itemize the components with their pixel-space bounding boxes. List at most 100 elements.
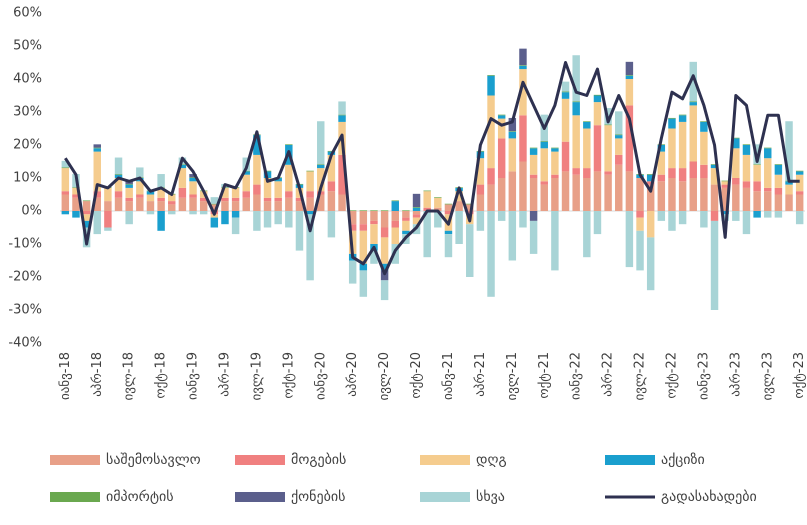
bar-segment — [423, 190, 431, 192]
bar-segment — [370, 211, 378, 221]
bar-segment — [253, 154, 261, 185]
bar-segment — [646, 211, 655, 238]
bar-segment — [721, 184, 729, 188]
bar-segment — [497, 138, 506, 178]
x-tick-label: აპრ-21 — [473, 352, 488, 397]
bar-segment — [508, 131, 517, 132]
legend-label: ქონების — [291, 489, 345, 505]
x-tick-label: ოქტ-23 — [792, 352, 807, 399]
bar-segment — [519, 115, 527, 162]
bar-segment — [774, 174, 783, 188]
bar-segment — [519, 161, 527, 211]
bar-segment — [742, 187, 751, 211]
bar-segment — [764, 211, 772, 218]
bar-segment — [519, 65, 527, 66]
bar-segment — [210, 203, 219, 205]
bar-segment — [551, 178, 559, 211]
bar-segment — [572, 115, 580, 169]
bar-segment — [82, 200, 91, 202]
bar-segment — [710, 184, 719, 211]
bar-segment — [774, 211, 783, 218]
bar-segment — [615, 154, 623, 165]
bar-segment — [636, 178, 644, 211]
bar-segment — [104, 201, 112, 211]
bar-segment — [72, 194, 80, 198]
bar-segment — [795, 170, 804, 172]
bar-segment — [529, 220, 538, 254]
bar-segment — [529, 178, 538, 211]
bar-segment — [274, 211, 282, 225]
bar-segment — [753, 181, 761, 192]
bar-segment — [178, 187, 187, 198]
bar-segment — [380, 237, 389, 264]
bar-segment — [93, 211, 101, 235]
bar-segment — [646, 174, 655, 175]
x-tick-label: ივლ-20 — [377, 352, 392, 400]
bar-segment — [93, 148, 101, 152]
bar-segment — [221, 201, 229, 211]
bar-segment — [795, 171, 804, 175]
bar-segment — [327, 211, 336, 238]
bar-segment — [764, 148, 772, 159]
bar-segment — [338, 114, 346, 116]
bar-segment — [274, 201, 282, 211]
bar-segment — [551, 151, 559, 175]
bar-segment — [434, 197, 442, 198]
bar-segment — [423, 191, 431, 208]
bar-segment — [636, 230, 644, 271]
bar-segment — [199, 201, 208, 211]
bar-segment — [412, 211, 421, 215]
x-tick-label: ოქტ-21 — [537, 352, 552, 399]
bar-segment — [721, 181, 729, 185]
bar-segment — [668, 117, 676, 119]
bar-segment — [72, 211, 80, 218]
bar-segment — [253, 184, 261, 195]
legend-swatch — [235, 492, 285, 502]
bar-segment — [646, 237, 655, 291]
bar-segment — [572, 102, 580, 116]
y-tick-label: 10% — [13, 171, 42, 186]
x-tick-label: აპრ-19 — [217, 352, 232, 397]
bar-segment — [72, 197, 80, 211]
bar-segment — [93, 197, 101, 211]
bar-segment — [583, 128, 591, 169]
bar-segment — [678, 115, 687, 122]
bar-segment — [689, 101, 697, 103]
legend-label: გადასახადები — [661, 489, 757, 505]
bar-segment — [529, 147, 538, 149]
bar-segment — [61, 191, 70, 195]
bar-segment — [114, 157, 123, 175]
bar-segment — [93, 147, 101, 149]
x-tick-label: ივლ-18 — [122, 352, 137, 400]
bar-segment — [668, 118, 676, 129]
bar-segment — [625, 211, 634, 268]
bar-segment — [678, 114, 687, 116]
bar-segment — [476, 184, 485, 195]
bar-segment — [189, 194, 197, 198]
bar-segment — [593, 102, 602, 126]
bar-segment — [402, 230, 410, 235]
legend-label: მოგების — [291, 452, 346, 468]
bar-segment — [306, 191, 314, 198]
bar-segment — [742, 144, 751, 145]
x-tick-label: იანვ-20 — [313, 352, 328, 400]
bar-segment — [157, 174, 165, 188]
bar-segment — [508, 171, 517, 211]
bar-segment — [125, 183, 133, 185]
bar-segment — [764, 158, 772, 188]
bar-segment — [263, 178, 272, 198]
bar-segment — [774, 164, 783, 175]
bar-segment — [615, 111, 623, 135]
bar-segment — [189, 178, 197, 182]
bar-segment — [732, 184, 740, 211]
bar-segment — [295, 211, 304, 251]
bar-segment — [178, 164, 187, 165]
bar-segment — [348, 211, 357, 225]
bar-segment — [370, 250, 378, 264]
bar-segment — [444, 211, 453, 215]
bar-segment — [604, 171, 612, 175]
bar-segment — [678, 121, 687, 169]
bar-segment — [657, 181, 666, 211]
bar-segment — [519, 69, 527, 116]
bar-segment — [710, 164, 719, 169]
